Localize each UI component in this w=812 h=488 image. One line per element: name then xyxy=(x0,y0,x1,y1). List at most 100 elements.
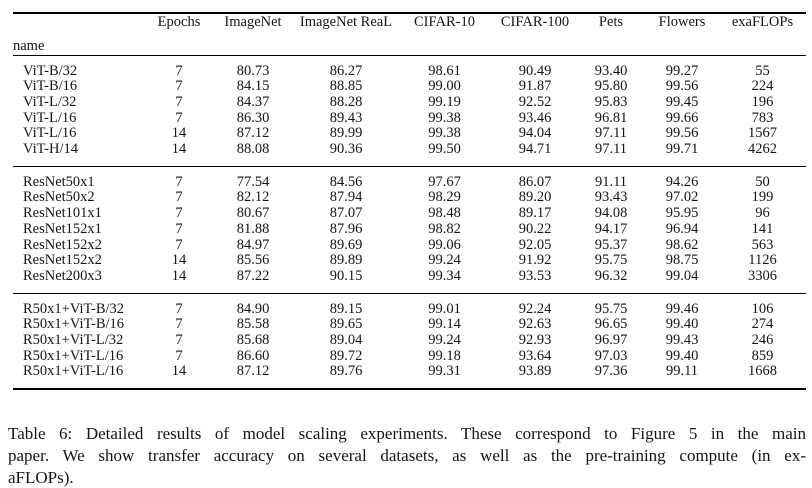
value-cell-imagenet-real: 89.72 xyxy=(329,347,363,364)
value-cell-flowers: 94.26 xyxy=(665,173,699,190)
value-cell-imagenet-real: 87.96 xyxy=(329,220,363,237)
value-cell-cifar-10: 99.38 xyxy=(428,109,461,126)
table-row-vit-b-32-7: ViT-B/32 7 80.73 86.27 98.61 90.49 93.40 99.27 5… xyxy=(13,55,806,79)
table-row-r50x1-vit-l-16-14: R50x1+ViT-L/16 14 87.12 89.76 99.31 93.89 97.3… xyxy=(13,364,806,389)
caption-line-3: aFLOPs). xyxy=(8,467,74,487)
table-row-resnet101x1-7: ResNet101x1 7 80.67 87.07 98.48 89.17 94.08 95.… xyxy=(13,205,806,222)
value-cell-pets: 94.08 xyxy=(594,205,628,222)
value-cell-cifar-100: 92.63 xyxy=(518,316,552,333)
column-header-flowers: Flowers xyxy=(658,14,706,30)
value-cell-imagenet: 82.12 xyxy=(236,189,270,206)
value-cell-cifar-100: 93.89 xyxy=(518,363,552,380)
value-cell-flowers: 99.40 xyxy=(665,347,699,364)
table-group-resnet-models: ResNet50x1 7 77.54 84.56 97.67 86.07 91.11 94.2… xyxy=(13,166,806,293)
value-cell-imagenet: 87.12 xyxy=(236,363,270,380)
value-cell-cifar-100: 94.04 xyxy=(518,125,552,142)
model-name-cell: R50x1+ViT-B/16 xyxy=(23,316,125,333)
model-name-cell: ViT-B/16 xyxy=(23,78,78,95)
value-cell-imagenet: 81.88 xyxy=(236,220,270,237)
value-cell-pets: 95.75 xyxy=(594,252,628,269)
value-cell-cifar-10: 99.18 xyxy=(428,347,461,364)
results-table: name Epochs ImageNet ImageNet ReaL CIFAR-10 C… xyxy=(13,12,806,391)
value-cell-pets: 93.40 xyxy=(594,62,628,79)
value-cell-exaflops: 563 xyxy=(751,236,774,253)
value-cell-imagenet-real: 89.76 xyxy=(329,363,363,380)
value-cell-epochs: 7 xyxy=(175,189,183,206)
value-cell-pets: 97.03 xyxy=(594,347,628,364)
table-row-resnet200x3-14: ResNet200x3 14 87.22 90.15 99.34 93.53 96.32 99… xyxy=(13,267,806,293)
value-cell-epochs: 7 xyxy=(175,236,183,253)
model-name-cell: ResNet200x3 xyxy=(23,267,102,284)
value-cell-epochs: 14 xyxy=(171,267,187,284)
value-cell-pets: 95.80 xyxy=(594,78,628,95)
value-cell-cifar-10: 98.82 xyxy=(428,220,461,237)
value-cell-cifar-10: 99.31 xyxy=(428,363,461,380)
value-cell-imagenet-real: 89.65 xyxy=(329,316,363,333)
table-row-resnet152x1-7: ResNet152x1 7 81.88 87.96 98.82 90.22 94.17 96.… xyxy=(13,220,806,238)
model-name-cell: R50x1+ViT-L/16 xyxy=(23,347,124,364)
value-cell-cifar-10: 99.24 xyxy=(428,252,461,269)
table-group-vit-models: ViT-B/32 7 80.73 86.27 98.61 90.49 93.40 99.27 5… xyxy=(13,55,806,166)
value-cell-cifar-10: 97.67 xyxy=(428,173,461,190)
value-cell-cifar-10: 99.06 xyxy=(428,236,461,253)
value-cell-cifar-10: 99.38 xyxy=(428,125,461,142)
value-cell-cifar-10: 99.14 xyxy=(428,316,461,333)
model-name-cell: R50x1+ViT-B/32 xyxy=(23,300,125,317)
value-cell-pets: 95.37 xyxy=(594,236,628,253)
column-header-pets: Pets xyxy=(598,14,624,30)
value-cell-cifar-100: 90.22 xyxy=(518,220,552,237)
value-cell-imagenet-real: 89.04 xyxy=(329,332,363,349)
model-name-cell: ResNet101x1 xyxy=(23,205,102,222)
table-row-vit-l-16-7: ViT-L/16 7 86.30 89.43 99.38 93.46 96.81 99.66 7… xyxy=(13,109,806,127)
value-cell-exaflops: 196 xyxy=(751,93,774,110)
value-cell-cifar-100: 90.49 xyxy=(518,62,552,79)
value-cell-imagenet: 84.15 xyxy=(236,78,270,95)
value-cell-pets: 93.43 xyxy=(594,189,628,206)
value-cell-pets: 96.32 xyxy=(594,267,628,284)
table-row-r50x1-vit-l-32-7: R50x1+ViT-L/32 7 85.68 89.04 99.24 92.93 96.97… xyxy=(13,332,806,349)
value-cell-imagenet: 84.37 xyxy=(236,93,270,110)
value-cell-cifar-100: 92.24 xyxy=(518,300,552,317)
value-cell-flowers: 99.11 xyxy=(665,363,699,380)
value-cell-imagenet-real: 89.99 xyxy=(329,125,363,142)
value-cell-cifar-10: 98.29 xyxy=(428,189,461,206)
table-group-hybrid-models: R50x1+ViT-B/32 7 84.90 89.15 99.01 92.24 95.75… xyxy=(13,293,806,389)
value-cell-epochs: 7 xyxy=(175,347,183,364)
value-cell-pets: 97.11 xyxy=(594,125,628,142)
table-header: name Epochs ImageNet ImageNet ReaL CIFAR-10 C… xyxy=(13,13,806,55)
value-cell-pets: 96.65 xyxy=(594,316,628,333)
value-cell-exaflops: 224 xyxy=(751,78,774,95)
value-cell-flowers: 99.45 xyxy=(665,93,699,110)
value-cell-cifar-100: 92.52 xyxy=(518,93,552,110)
table-row-vit-l-16-14: ViT-L/16 14 87.12 89.99 99.38 94.04 97.11 99.56… xyxy=(13,126,806,142)
header-row: name Epochs ImageNet ImageNet ReaL CIFAR-10 C… xyxy=(13,13,806,55)
value-cell-exaflops: 859 xyxy=(751,347,774,364)
value-cell-cifar-100: 86.07 xyxy=(518,173,552,190)
value-cell-flowers: 96.94 xyxy=(665,220,699,237)
value-cell-cifar-100: 94.71 xyxy=(518,141,552,158)
value-cell-exaflops: 4262 xyxy=(748,141,777,158)
column-header-imagenet: ImageNet xyxy=(224,14,282,30)
value-cell-exaflops: 783 xyxy=(751,109,774,126)
value-cell-flowers: 99.56 xyxy=(665,125,699,142)
value-cell-epochs: 7 xyxy=(175,332,183,349)
value-cell-cifar-10: 99.24 xyxy=(428,332,461,349)
table-row-r50x1-vit-b-16-7: R50x1+ViT-B/16 7 85.58 89.65 99.14 92.63 96.65… xyxy=(13,317,806,333)
value-cell-epochs: 7 xyxy=(175,78,183,95)
value-cell-exaflops: 3306 xyxy=(748,267,777,284)
value-cell-cifar-10: 98.48 xyxy=(428,205,461,222)
value-cell-imagenet-real: 89.69 xyxy=(329,236,363,253)
value-cell-imagenet: 80.67 xyxy=(236,205,270,222)
value-cell-exaflops: 96 xyxy=(755,205,770,222)
value-cell-imagenet-real: 86.27 xyxy=(329,62,363,79)
value-cell-imagenet-real: 87.07 xyxy=(329,205,363,222)
value-cell-imagenet: 84.97 xyxy=(236,236,270,253)
value-cell-epochs: 7 xyxy=(175,93,183,110)
value-cell-cifar-100: 93.53 xyxy=(518,267,552,284)
model-name-cell: ViT-L/32 xyxy=(23,93,77,110)
value-cell-epochs: 14 xyxy=(171,363,187,380)
value-cell-imagenet: 87.22 xyxy=(236,267,270,284)
value-cell-exaflops: 199 xyxy=(751,189,774,206)
value-cell-imagenet: 84.90 xyxy=(236,300,270,317)
value-cell-cifar-100: 89.20 xyxy=(518,189,552,206)
